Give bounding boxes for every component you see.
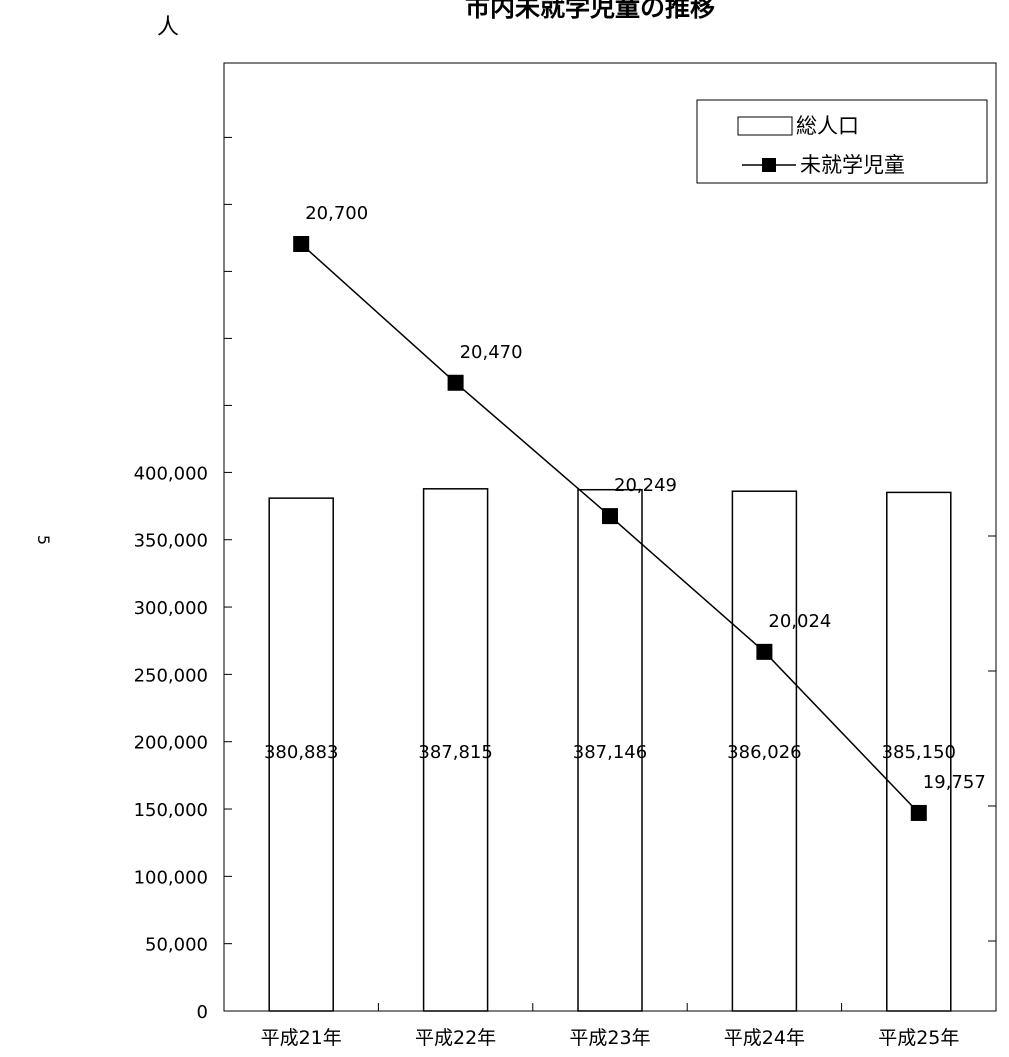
line-value-label: 20,700 bbox=[305, 203, 368, 224]
x-category-label: 平成21年 bbox=[261, 1027, 342, 1049]
line-marker bbox=[602, 508, 618, 525]
y-tick-label: 350,000 bbox=[134, 531, 208, 552]
y-axis-unit-label: 人 bbox=[157, 15, 179, 40]
bar-value-label: 387,815 bbox=[418, 742, 492, 763]
bar bbox=[886, 491, 952, 1012]
bar-series: 380,883 387,815 387,146 386,026 385,150 bbox=[264, 488, 956, 1012]
line-value-label: 20,024 bbox=[768, 611, 831, 632]
bar bbox=[422, 488, 489, 1012]
bar bbox=[577, 488, 643, 1012]
line-value-label: 20,249 bbox=[614, 475, 677, 496]
line-series: 20,700 20,470 20,249 20,024 19,757 bbox=[293, 203, 986, 821]
line-marker bbox=[293, 236, 310, 252]
x-axis-ticks: 平成21年 平成22年 平成23年 平成24年 平成25年 bbox=[261, 1003, 959, 1049]
bar-value-label: 387,146 bbox=[573, 742, 647, 763]
line-marker bbox=[756, 643, 773, 660]
x-category-label: 平成23年 bbox=[569, 1027, 650, 1049]
y-tick-label: 100,000 bbox=[134, 867, 208, 888]
bar-value-label: 380,883 bbox=[264, 742, 338, 763]
y-tick-label: 300,000 bbox=[134, 598, 208, 619]
line-marker bbox=[910, 804, 927, 821]
legend-line-marker bbox=[762, 158, 776, 172]
x-category-label: 平成25年 bbox=[878, 1027, 959, 1049]
side-mark: 5 bbox=[34, 535, 53, 545]
y-tick-label: 150,000 bbox=[134, 800, 208, 821]
y-tick-label: 400,000 bbox=[134, 463, 208, 484]
legend: 総人口 未就学児童 bbox=[696, 99, 988, 184]
y-tick-label: 250,000 bbox=[134, 665, 208, 686]
bar bbox=[731, 490, 798, 1012]
x-category-label: 平成24年 bbox=[724, 1027, 805, 1049]
bar-value-label: 386,026 bbox=[727, 742, 801, 763]
y-tick-label: 200,000 bbox=[134, 733, 208, 754]
y-tick-label: 0 bbox=[197, 1002, 208, 1023]
chart-title: 市内未就学児童の推移 bbox=[465, 0, 715, 22]
legend-bar-label: 総人口 bbox=[796, 114, 859, 138]
legend-box bbox=[696, 99, 988, 184]
line-value-label: 20,470 bbox=[460, 342, 523, 363]
y-tick-label: 50,000 bbox=[145, 935, 208, 956]
line-marker bbox=[447, 374, 464, 391]
legend-line-label: 未就学児童 bbox=[800, 153, 905, 177]
y-axis-ticks: 0 50,000 100,000 150,000 200,000 250,000 300,0… bbox=[134, 136, 996, 1023]
bar-value-label: 385,150 bbox=[882, 742, 956, 763]
line-value-label: 19,757 bbox=[923, 772, 986, 793]
bar bbox=[268, 497, 334, 1012]
legend-bar-swatch bbox=[737, 116, 793, 136]
x-category-label: 平成22年 bbox=[415, 1027, 496, 1049]
